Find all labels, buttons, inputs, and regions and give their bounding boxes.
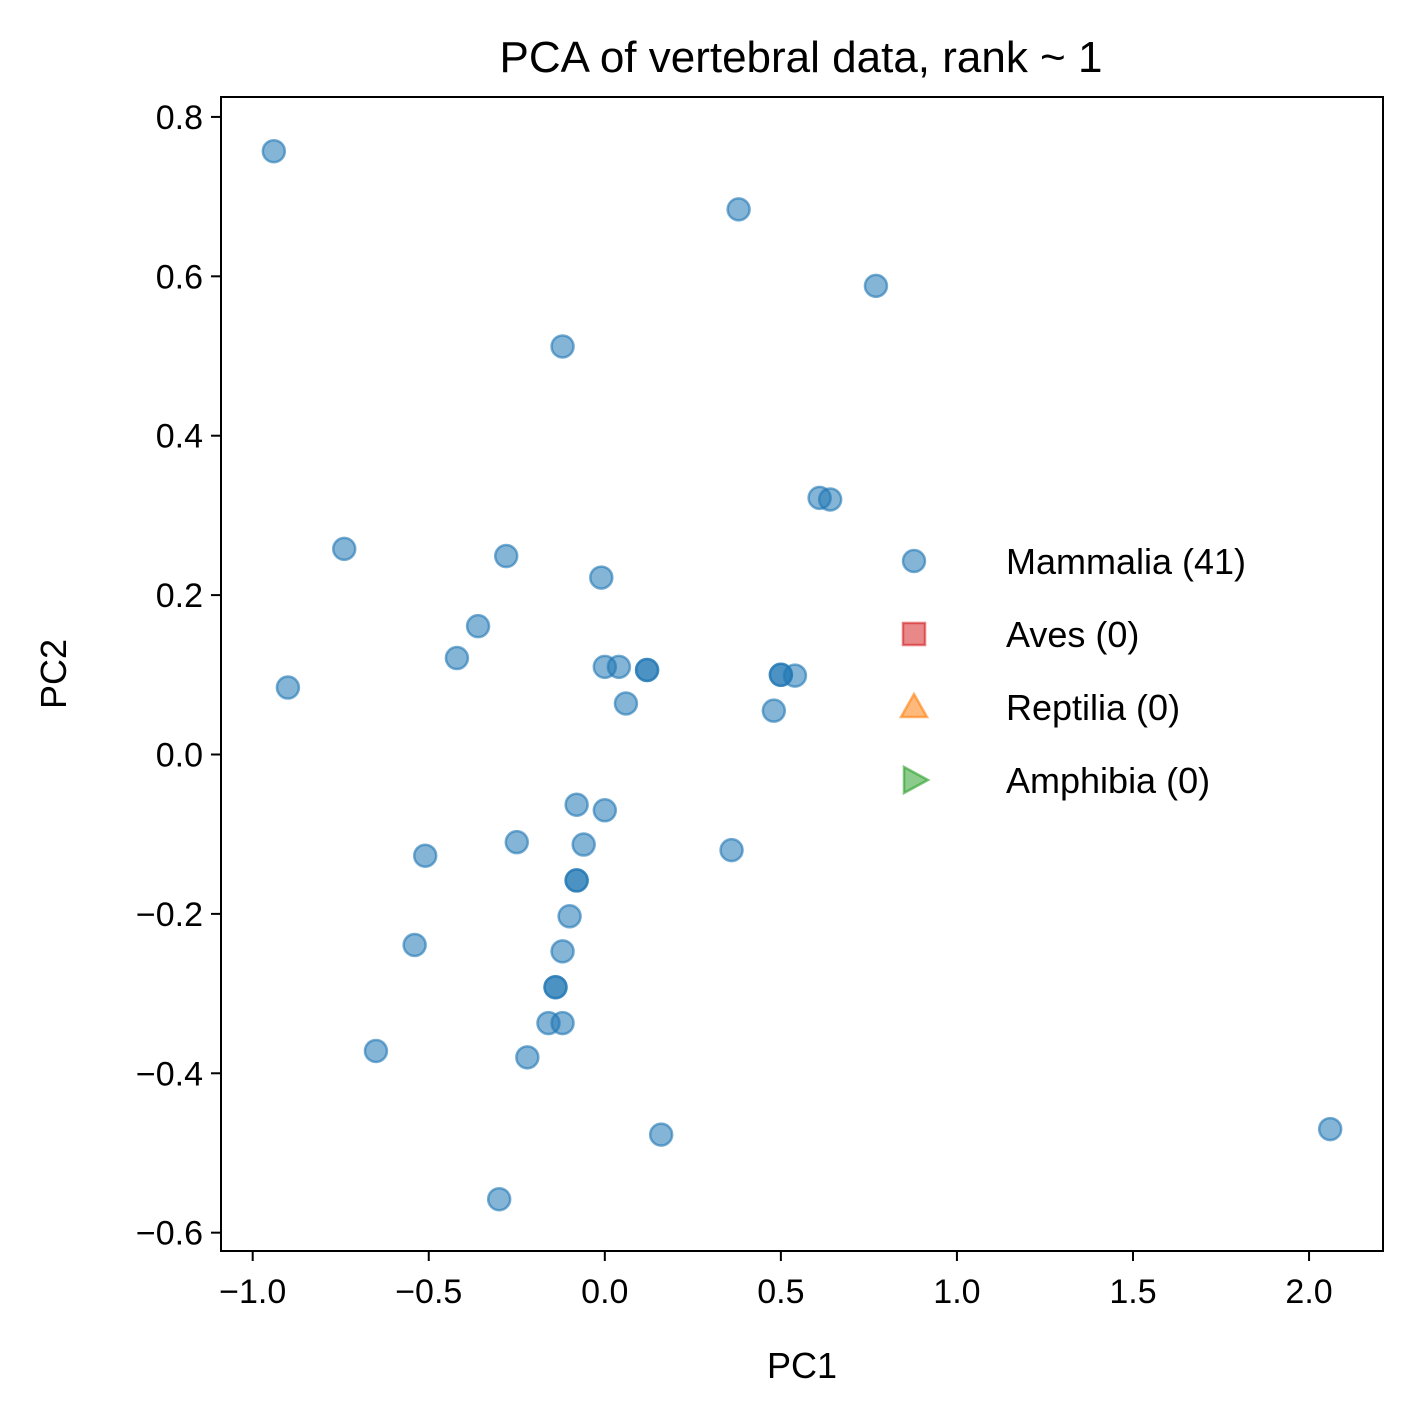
plot-frame <box>220 96 1384 1252</box>
legend-label: Amphibia (0) <box>1006 760 1210 801</box>
y-tick-label: 0.4 <box>156 418 203 456</box>
y-axis: −0.6 −0.4 −0.2 0.0 0.2 0.4 0.6 0.8 <box>136 99 221 1253</box>
legend: Mammalia (41) Aves (0) Reptilia (0) Amphibi… <box>898 541 1246 801</box>
y-tick-label: 0.8 <box>156 99 203 137</box>
data-point <box>331 536 357 562</box>
legend-marker <box>898 691 930 719</box>
x-tick-label: 2.0 <box>1285 1273 1332 1311</box>
data-point <box>726 197 751 222</box>
data-point <box>465 613 491 639</box>
data-point <box>412 843 438 868</box>
data-point <box>557 904 582 929</box>
x-tick-label: 0.5 <box>757 1273 804 1311</box>
data-point <box>486 1186 512 1212</box>
x-axis-label: PC1 <box>767 1345 837 1386</box>
x-tick-label: 1.5 <box>1109 1273 1156 1311</box>
x-tick-label: −1.0 <box>219 1273 286 1311</box>
data-point <box>363 1038 389 1064</box>
legend-label: Aves (0) <box>1006 614 1139 655</box>
y-tick-label: −0.4 <box>136 1055 203 1093</box>
data-point <box>504 829 530 855</box>
data-point <box>550 939 575 964</box>
y-tick-label: 0.2 <box>156 577 203 615</box>
data-point <box>761 698 787 723</box>
y-tick-label: −0.6 <box>136 1215 203 1253</box>
data-point <box>402 932 427 958</box>
x-tick-label: −0.5 <box>395 1273 462 1311</box>
data-point <box>863 273 889 299</box>
y-tick-label: −0.2 <box>136 896 203 934</box>
y-tick-label: 0.6 <box>156 258 203 296</box>
data-point <box>444 645 470 671</box>
data-point <box>515 1045 540 1070</box>
data-point <box>589 565 614 590</box>
data-point <box>493 543 519 569</box>
legend-marker <box>901 621 927 647</box>
data-point <box>606 654 632 680</box>
x-tick-label: 1.0 <box>933 1273 980 1311</box>
data-point <box>564 792 589 817</box>
legend-marker <box>901 548 927 574</box>
data-point <box>261 138 287 164</box>
data-point <box>550 1010 575 1036</box>
x-tick-label: 0.0 <box>581 1273 628 1311</box>
data-point <box>613 691 639 716</box>
chart-title: PCA of vertebral data, rank ~ 1 <box>500 33 1103 82</box>
x-axis: −1.0 −0.5 0.0 0.5 1.0 1.5 2.0 <box>219 1251 1333 1311</box>
legend-label: Reptilia (0) <box>1006 687 1180 728</box>
legend-marker <box>902 764 931 796</box>
y-tick-label: 0.0 <box>156 736 203 774</box>
data-point <box>550 334 575 359</box>
data-point <box>1317 1116 1343 1142</box>
data-point <box>782 663 808 688</box>
y-axis-label: PC2 <box>33 639 74 709</box>
data-point <box>648 1122 674 1147</box>
plot-area <box>261 138 1343 1212</box>
data-point <box>543 974 568 1000</box>
data-point <box>564 868 589 893</box>
legend-label: Mammalia (41) <box>1006 541 1246 582</box>
data-point <box>592 798 618 823</box>
data-point <box>817 487 843 512</box>
data-point <box>719 837 744 863</box>
data-point <box>275 675 301 700</box>
data-point <box>634 657 660 683</box>
data-point <box>571 832 596 857</box>
